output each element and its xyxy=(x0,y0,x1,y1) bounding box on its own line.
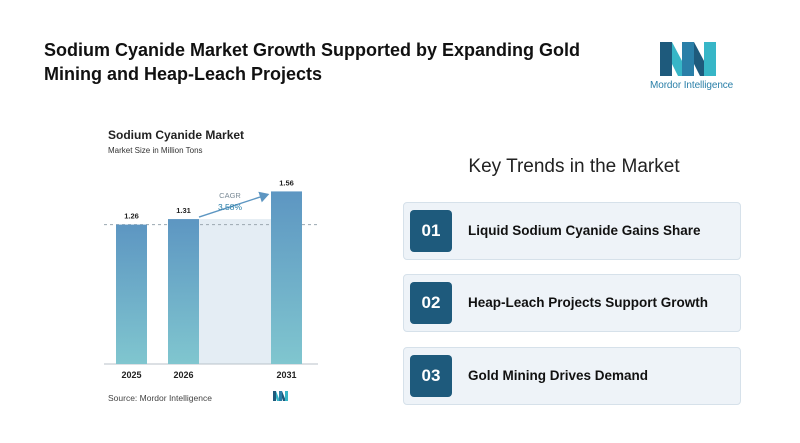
cagr-label: CAGR xyxy=(219,191,241,200)
trend-number-badge: 03 xyxy=(410,355,452,397)
x-tick-label-2031: 2031 xyxy=(276,370,296,380)
x-tick-label-2025: 2025 xyxy=(121,370,141,380)
chart-subtitle: Market Size in Million Tons xyxy=(108,146,203,155)
trend-card-3: 03 Gold Mining Drives Demand xyxy=(403,347,741,405)
bar-2026 xyxy=(168,219,199,364)
data-label-2025: 1.26 xyxy=(124,212,139,221)
mordor-intelligence-logo-icon xyxy=(660,42,716,76)
cagr-arrow xyxy=(198,191,270,218)
trend-number-badge: 02 xyxy=(410,282,452,324)
trend-label: Gold Mining Drives Demand xyxy=(468,368,649,383)
trend-label: Liquid Sodium Cyanide Gains Share xyxy=(468,223,701,238)
chart-title: Sodium Cyanide Market xyxy=(108,128,245,142)
brand-name: Mordor Intelligence xyxy=(650,80,734,91)
data-label-2031: 1.56 xyxy=(279,178,294,187)
growth-area xyxy=(199,219,271,364)
trends-title: Key Trends in the Market xyxy=(468,156,680,177)
trend-label: Heap-Leach Projects Support Growth xyxy=(468,295,709,310)
bar-2025 xyxy=(116,224,147,364)
x-tick-label-2026: 2026 xyxy=(173,370,193,380)
data-label-2026: 1.31 xyxy=(176,206,191,215)
mini-brand-logo-icon xyxy=(273,391,288,401)
source-note: Source: Mordor Intelligence xyxy=(108,393,212,403)
trend-card-1: 01 Liquid Sodium Cyanide Gains Share xyxy=(403,202,741,260)
bar-2031 xyxy=(271,191,302,364)
cagr-value: 3.58% xyxy=(218,202,243,212)
trend-number-badge: 01 xyxy=(410,210,452,252)
page-headline: Sodium Cyanide Market Growth Supported b… xyxy=(44,40,581,84)
bar-chart: 1.26 2025 1.31 2026 1.56 2031 CAGR 3.58% xyxy=(104,178,318,380)
trend-card-2: 02 Heap-Leach Projects Support Growth xyxy=(403,274,741,332)
